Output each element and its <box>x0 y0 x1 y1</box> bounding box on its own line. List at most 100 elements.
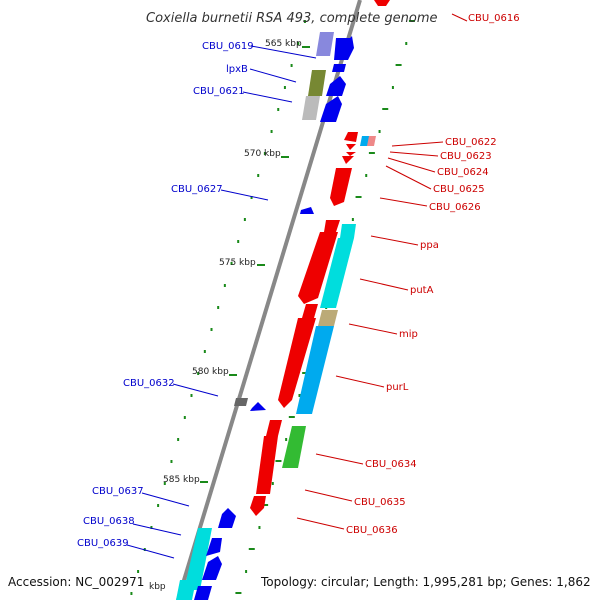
gene-feature <box>302 96 320 120</box>
track-tick <box>203 350 206 353</box>
gene-label[interactable]: CBU_0619 <box>202 41 254 52</box>
accession-text: Accession: NC_002971 <box>8 575 144 589</box>
track-tick <box>248 548 255 550</box>
map-title: Coxiella burnetii RSA 493, complete geno… <box>146 11 438 26</box>
track-tick <box>262 504 269 506</box>
gene-feature <box>346 144 356 150</box>
track-tick <box>130 592 133 595</box>
kbp-label: 565 kbp <box>265 39 302 49</box>
gene-feature <box>296 326 334 414</box>
gene-label[interactable]: CBU_0638 <box>83 516 135 527</box>
gene-feature <box>342 156 354 164</box>
track-tick <box>290 64 293 67</box>
gene-label[interactable]: CBU_0637 <box>92 486 144 497</box>
kbp-tick <box>229 374 237 376</box>
track-tick <box>271 482 274 485</box>
track-tick <box>235 592 242 594</box>
gene-feature <box>316 32 334 56</box>
gene-feature <box>218 508 236 528</box>
gene-label[interactable]: putA <box>410 285 434 296</box>
gene-feature <box>234 398 248 406</box>
gene-feature <box>324 220 340 232</box>
gene-label[interactable]: CBU_0621 <box>193 86 245 97</box>
gene-feature <box>340 224 356 238</box>
reverse-genes <box>250 0 390 516</box>
track-tick <box>190 394 193 397</box>
track-tick <box>258 526 261 529</box>
track-tick <box>163 482 166 485</box>
gene-feature <box>282 426 306 468</box>
gene-feature <box>256 436 278 494</box>
track-tick <box>170 460 173 463</box>
gene-feature <box>302 304 318 318</box>
gene-label[interactable]: CBU_0622 <box>445 137 497 148</box>
genome-backbone <box>176 0 362 600</box>
gene-label[interactable]: CBU_0616 <box>468 13 520 24</box>
gene-feature <box>308 70 326 96</box>
kbp-label: kbp <box>149 582 166 592</box>
gene-label[interactable]: ppa <box>420 240 439 251</box>
track-tick <box>378 130 381 133</box>
kbp-tick <box>257 264 265 266</box>
gene-feature <box>374 0 390 6</box>
gene-feature <box>326 76 346 96</box>
track-tick <box>270 130 273 133</box>
track-tick <box>263 152 266 155</box>
track-tick <box>288 416 295 418</box>
track-tick <box>250 196 253 199</box>
topology-text: Topology: circular; Length: 1,995,281 bp… <box>260 575 591 589</box>
gene-feature <box>300 207 314 214</box>
gene-label[interactable]: CBU_0626 <box>429 202 481 213</box>
track-tick <box>298 394 301 397</box>
gene-feature <box>184 528 212 590</box>
track-tick <box>217 306 220 309</box>
track-tick <box>405 42 408 45</box>
track-tick <box>177 438 180 441</box>
kbp-label: 570 kbp <box>244 149 281 159</box>
track-tick <box>277 108 280 111</box>
kbp-label: 575 kbp <box>219 258 256 268</box>
track-tick <box>237 240 240 243</box>
gene-label[interactable]: CBU_0636 <box>346 525 398 536</box>
track-tick <box>355 196 362 198</box>
gene-label[interactable]: CBU_0624 <box>437 167 489 178</box>
forward-genes <box>176 32 354 600</box>
gene-feature <box>206 538 222 556</box>
track-tick <box>395 64 402 66</box>
gene-label[interactable]: CBU_0639 <box>77 538 129 549</box>
track-tick <box>285 438 288 441</box>
track-tick <box>303 20 306 23</box>
track-tick <box>257 174 260 177</box>
gene-label[interactable]: CBU_0635 <box>354 497 406 508</box>
gene-feature <box>298 232 338 304</box>
gene-label[interactable]: CBU_0627 <box>171 184 223 195</box>
track-tick <box>351 218 354 221</box>
forward-label-group: CBU_0619 lpxB CBU_0621 CBU_0627 CBU_0632… <box>77 41 317 559</box>
track-tick <box>391 86 394 89</box>
kbp-tick <box>200 481 208 483</box>
gene-feature <box>318 310 338 326</box>
gene-feature <box>332 64 346 72</box>
kbp-tick <box>281 156 289 158</box>
gene-label[interactable]: lpxB <box>226 64 248 75</box>
track-tick <box>245 570 248 573</box>
gene-label[interactable]: purL <box>386 382 409 393</box>
gene-label[interactable]: CBU_0625 <box>433 184 485 195</box>
gene-feature <box>176 580 196 600</box>
track-tick <box>230 262 233 265</box>
gene-label[interactable]: mip <box>399 329 418 340</box>
track-tick <box>210 328 213 331</box>
kbp-label: 585 kbp <box>163 475 200 485</box>
track-tick <box>197 372 200 375</box>
gene-feature <box>334 36 354 60</box>
gene-label[interactable]: CBU_0634 <box>365 459 417 470</box>
inner-tick-track <box>130 20 306 595</box>
kbp-label: 580 kbp <box>192 367 229 377</box>
gene-label[interactable]: CBU_0623 <box>440 151 492 162</box>
gene-feature <box>320 96 342 122</box>
track-tick <box>157 504 160 507</box>
track-tick <box>137 570 140 573</box>
gene-label[interactable]: CBU_0632 <box>123 378 175 389</box>
gene-feature <box>266 420 282 436</box>
